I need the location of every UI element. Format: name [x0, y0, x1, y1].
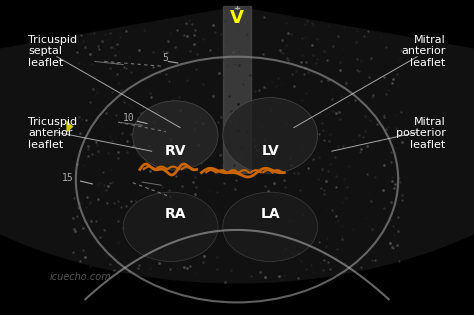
Text: LA: LA — [260, 207, 280, 221]
Text: RA: RA — [164, 207, 186, 221]
Polygon shape — [0, 6, 474, 284]
Ellipse shape — [223, 98, 318, 173]
Text: Mitral
anterior
leaflet: Mitral anterior leaflet — [401, 35, 446, 68]
Text: LV: LV — [261, 144, 279, 158]
Text: Tricuspid
anterior
leaflet: Tricuspid anterior leaflet — [28, 117, 78, 150]
Polygon shape — [66, 120, 73, 133]
Text: Tricuspid
septal
leaflet: Tricuspid septal leaflet — [28, 35, 78, 68]
Ellipse shape — [123, 192, 218, 261]
Text: 15: 15 — [62, 173, 73, 183]
Polygon shape — [223, 6, 251, 173]
Text: V: V — [230, 9, 244, 27]
Ellipse shape — [223, 192, 318, 261]
Ellipse shape — [133, 101, 218, 170]
Text: 10: 10 — [123, 113, 135, 123]
Text: 5: 5 — [163, 53, 168, 63]
Text: RV: RV — [164, 144, 186, 158]
Text: Mitral
posterior
leaflet: Mitral posterior leaflet — [396, 117, 446, 150]
Text: icuecho.com: icuecho.com — [50, 272, 111, 282]
